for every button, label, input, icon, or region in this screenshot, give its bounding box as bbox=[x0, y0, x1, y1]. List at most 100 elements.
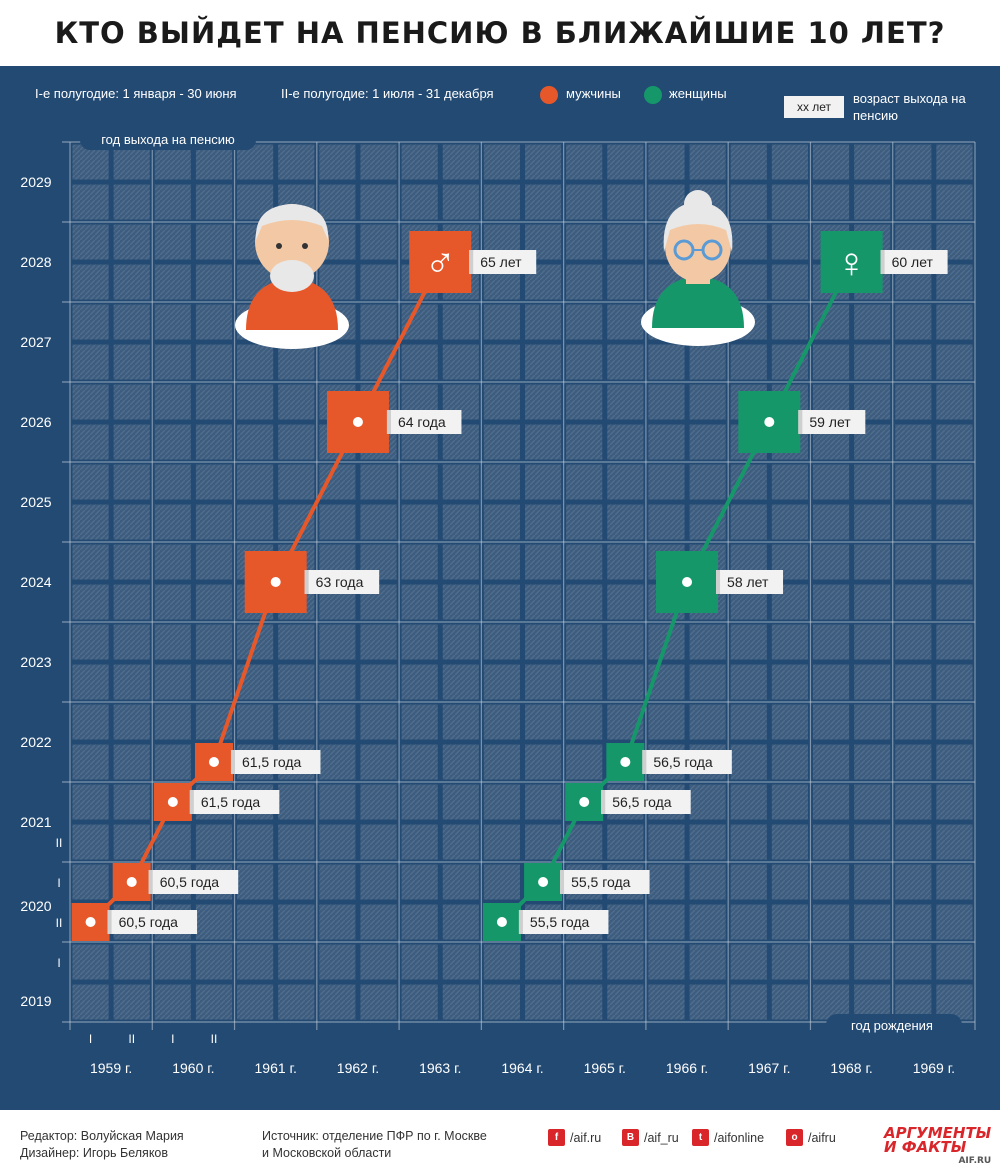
marker-dot bbox=[764, 417, 775, 427]
data-label-bg bbox=[148, 870, 239, 894]
x-half-label: I bbox=[89, 1032, 92, 1046]
data-label-bg bbox=[642, 750, 732, 774]
vk-link[interactable]: B/aif_ru bbox=[622, 1129, 679, 1146]
data-label-edge bbox=[560, 870, 565, 894]
legend-age-box: хх лет bbox=[784, 96, 844, 118]
data-label: 59 лет bbox=[809, 414, 851, 430]
facebook-handle: /aif.ru bbox=[570, 1130, 602, 1145]
y-tick-label: 2022 bbox=[20, 734, 51, 750]
data-label-edge bbox=[518, 910, 523, 934]
marker-dot bbox=[85, 917, 96, 927]
x-tick-label: 1965 г. bbox=[584, 1060, 626, 1076]
marker-dot bbox=[126, 877, 137, 887]
y-tick-label: 2019 bbox=[20, 993, 51, 1009]
y-tick-label: 2028 bbox=[20, 254, 51, 270]
data-label-bg bbox=[469, 250, 537, 274]
footer bbox=[0, 1110, 1000, 1174]
data-label: 60,5 года bbox=[119, 914, 179, 930]
data-point: 61,5 года bbox=[194, 743, 321, 781]
logo-url: AIF.RU bbox=[958, 1156, 992, 1166]
editor-credit: Редактор: Волуйская Мария bbox=[20, 1129, 184, 1143]
data-label: 61,5 года bbox=[201, 794, 261, 810]
y-tick-label: 2027 bbox=[20, 334, 51, 350]
data-label-edge bbox=[601, 790, 606, 814]
logo-line-1: АРГУМЕНТЫ bbox=[884, 1124, 992, 1142]
data-label: 65 лет bbox=[480, 254, 522, 270]
x-tick-label: 1968 г. bbox=[830, 1060, 872, 1076]
legend-half1: I-е полугодие: 1 января - 30 июня bbox=[35, 86, 237, 101]
twitter-link[interactable]: t/aifonline bbox=[692, 1129, 764, 1146]
odnoklassniki-link[interactable]: o/aifru bbox=[786, 1129, 836, 1146]
twitter-icon: t bbox=[692, 1129, 709, 1146]
male-symbol-icon: ♂ bbox=[424, 239, 456, 286]
x-tick-label: 1967 г. bbox=[748, 1060, 790, 1076]
data-label: 63 года bbox=[316, 574, 364, 590]
y-half-label: II bbox=[56, 836, 63, 850]
data-label-edge bbox=[642, 750, 647, 774]
x-tick-label: 1961 г. bbox=[255, 1060, 297, 1076]
facebook-link[interactable]: f/aif.ru bbox=[548, 1129, 601, 1146]
y-tick-label: 2026 bbox=[20, 414, 51, 430]
data-label-edge bbox=[230, 750, 235, 774]
x-tick-label: 1962 г. bbox=[337, 1060, 379, 1076]
data-label: 56,5 года bbox=[612, 794, 672, 810]
vk-handle: /aif_ru bbox=[644, 1130, 679, 1145]
source-line-1: Источник: отделение ПФР по г. Москве bbox=[262, 1129, 487, 1143]
y-half-label: II bbox=[56, 916, 63, 930]
data-label-bg bbox=[716, 570, 784, 594]
x-half-label: I bbox=[171, 1032, 174, 1046]
aif-logo: АРГУМЕНТЫ И ФАКТЫ AIF.RU bbox=[884, 1126, 991, 1168]
data-point: 61,5 года bbox=[153, 783, 280, 821]
x-tick-label: 1959 г. bbox=[90, 1060, 132, 1076]
data-point: 59 лет bbox=[738, 391, 866, 453]
female-legend-icon bbox=[644, 86, 662, 104]
x-axis-label: год рождения bbox=[851, 1018, 933, 1033]
y-tick-label: 2020 bbox=[20, 898, 51, 914]
y-axis-label: год выхода на пенсию bbox=[101, 132, 235, 147]
data-point: 60,5 года bbox=[112, 863, 239, 901]
data-label: 58 лет bbox=[727, 574, 769, 590]
y-half-label: I bbox=[57, 956, 60, 970]
data-point: 63 года bbox=[244, 551, 380, 613]
y-tick-label: 2029 bbox=[20, 174, 51, 190]
data-label-edge bbox=[304, 570, 309, 594]
data-label: 61,5 года bbox=[242, 754, 302, 770]
x-tick-label: 1969 г. bbox=[913, 1060, 955, 1076]
male-legend-icon bbox=[540, 86, 558, 104]
data-point: 58 лет bbox=[656, 551, 784, 613]
x-half-label: II bbox=[211, 1032, 218, 1046]
legend-half2: II-е полугодие: 1 июля - 31 декабря bbox=[281, 86, 494, 101]
data-point: ♀ 60 лет bbox=[820, 231, 948, 293]
data-label: 60,5 года bbox=[160, 874, 220, 890]
data-point: ♂ 65 лет bbox=[409, 231, 537, 293]
marker-dot bbox=[270, 577, 281, 587]
data-point: 56,5 года bbox=[606, 743, 732, 781]
data-point: 64 года bbox=[326, 391, 462, 453]
data-label-bg bbox=[107, 910, 198, 934]
source-line-2: и Московской области bbox=[262, 1146, 392, 1160]
data-label-edge bbox=[386, 410, 391, 434]
y-tick-label: 2021 bbox=[20, 814, 51, 830]
y-tick-label: 2024 bbox=[20, 574, 51, 590]
y-axis-label-bg bbox=[80, 129, 256, 150]
y-half-label: I bbox=[57, 876, 60, 890]
data-label-bg bbox=[304, 570, 380, 594]
data-marker bbox=[409, 231, 472, 293]
twitter-handle: /aifonline bbox=[714, 1130, 765, 1145]
page-title: КТО ВЫЙДЕТ НА ПЕНСИЮ В БЛИЖАЙШИЕ 10 ЛЕТ? bbox=[0, 0, 1000, 66]
data-label-edge bbox=[716, 570, 721, 594]
data-point: 55,5 года bbox=[482, 903, 609, 941]
y-tick-label: 2023 bbox=[20, 654, 51, 670]
x-tick-label: 1960 г. bbox=[172, 1060, 214, 1076]
marker-dot bbox=[208, 757, 219, 767]
data-label-edge bbox=[798, 410, 803, 434]
data-label-bg bbox=[880, 250, 948, 274]
data-label-edge bbox=[148, 870, 153, 894]
data-label: 60 лет bbox=[892, 254, 934, 270]
data-marker bbox=[820, 231, 883, 293]
data-label: 55,5 года bbox=[530, 914, 590, 930]
marker-dot bbox=[579, 797, 590, 807]
data-label-edge bbox=[880, 250, 885, 274]
data-label-bg bbox=[518, 910, 609, 934]
data-label-bg bbox=[230, 750, 321, 774]
